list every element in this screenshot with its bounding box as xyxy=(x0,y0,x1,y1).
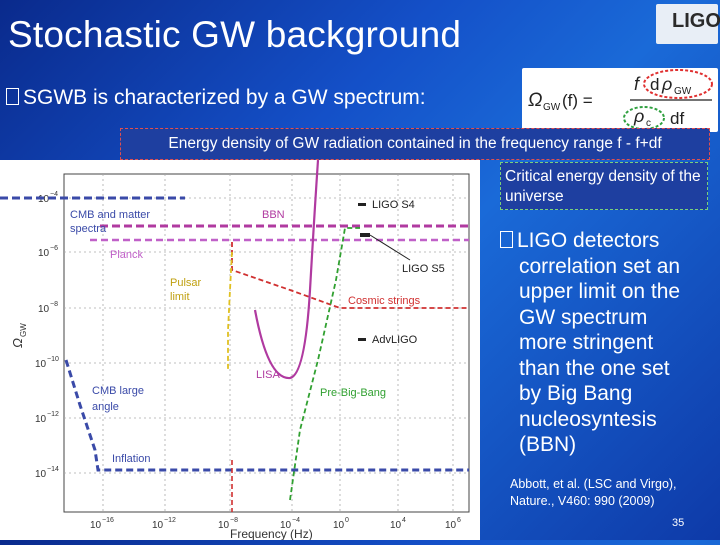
y-tick-base-2: 10 xyxy=(38,304,50,315)
y-tick-base-1: 10 xyxy=(38,248,50,259)
formula-num-f: f xyxy=(634,74,641,94)
label-pre-big-bang: Pre-Big-Bang xyxy=(320,387,386,399)
y-tick-exp-4: −12 xyxy=(47,411,59,418)
x-tick-base-1: 10 xyxy=(152,520,164,531)
x-tick-base-6: 10 xyxy=(445,520,457,531)
inflation-curve xyxy=(64,359,469,472)
x-axis-label: Frequency (Hz) xyxy=(230,527,313,540)
y-tick-base-3: 10 xyxy=(35,359,47,370)
ligo-s4-marker xyxy=(358,203,366,206)
label-planck: Planck xyxy=(110,249,144,261)
x-tick-base-3: 10 xyxy=(280,520,292,531)
ligo-bullet-line-5: by Big Bang xyxy=(519,382,633,405)
formula-box: Ω GW (f) = f d ρ GW ρ c df xyxy=(522,68,718,132)
x-tick-exp-1: −12 xyxy=(164,517,176,524)
lisa-curve xyxy=(253,159,320,380)
pulsar-limit-curve xyxy=(227,251,233,370)
formula-num-d: d xyxy=(650,75,659,94)
label-cmb-matter-1: CMB and matter xyxy=(70,209,150,221)
ligo-bullet: LIGO detectors correlation set an upper … xyxy=(500,228,710,458)
formula-green-circle xyxy=(623,106,665,130)
y-axis-label-sub: GW xyxy=(19,323,28,337)
x-tick-exp-6: 6 xyxy=(457,517,461,524)
citation-line-1: Abbott, et al. (LSC and Virgo), xyxy=(510,477,677,491)
formula-den-rho-sub: c xyxy=(646,118,651,129)
y-tick-exp-1: −6 xyxy=(50,245,58,252)
formula-den-rho: ρ xyxy=(633,106,644,126)
y-tick-labels: 10 −4 10 −6 10 −8 10 −10 10 −12 10 −14 xyxy=(35,191,59,480)
ligo-logo-text: LIGO xyxy=(672,10,720,32)
formula-arg: (f) = xyxy=(562,91,593,110)
x-tick-exp-5: 4 xyxy=(402,517,406,524)
ligo-bullet-line-4: than the one set xyxy=(519,356,670,380)
ligo-bullet-line-2: GW spectrum xyxy=(519,305,648,329)
formula-den-df: df xyxy=(670,109,684,128)
x-tick-exp-4: 0 xyxy=(345,517,349,524)
y-tick-exp-0: −4 xyxy=(50,191,58,198)
label-ligo-s4: LIGO S4 xyxy=(372,199,415,211)
x-tick-exp-0: −16 xyxy=(102,517,114,524)
y-tick-base-5: 10 xyxy=(35,469,47,480)
x-tick-exp-2: −8 xyxy=(230,517,238,524)
label-pulsar-2: limit xyxy=(170,291,190,303)
adv-ligo-marker xyxy=(358,338,366,341)
critical-density-callout: Critical energy density of the universe xyxy=(500,162,708,210)
plot-panel: 10 −4 10 −6 10 −8 10 −10 10 −12 10 −14 10 −16 1… xyxy=(0,159,480,541)
x-tick-base-2: 10 xyxy=(218,520,230,531)
formula-red-circle xyxy=(643,69,713,99)
formula-svg: Ω GW (f) = f d ρ GW ρ c df xyxy=(528,69,713,130)
x-tick-base-0: 10 xyxy=(90,520,102,531)
ligo-bullet-line-6: nucleosyntesis xyxy=(519,407,657,431)
intro-bullet: SGWB is characterized by a GW spectrum: xyxy=(6,86,426,110)
gw-spectrum-plot: 10 −4 10 −6 10 −8 10 −10 10 −12 10 −14 10 −16 1… xyxy=(0,159,470,541)
citation: Abbott, et al. (LSC and Virgo), Nature.,… xyxy=(510,476,710,510)
label-cmb-large-1: CMB large xyxy=(92,385,144,397)
ligo-s5-arrow xyxy=(369,234,411,261)
y-tick-exp-3: −10 xyxy=(47,356,59,363)
ligo-bullet-first-text: LIGO detectors xyxy=(517,229,660,252)
y-tick-base-4: 10 xyxy=(35,414,47,425)
label-ligo-s5: LIGO S5 xyxy=(402,263,445,275)
formula-num-rho-sub: GW xyxy=(674,86,692,97)
bullet-box-icon xyxy=(500,231,513,248)
plot-frame xyxy=(63,173,470,513)
ligo-logo xyxy=(656,4,718,44)
pre-big-bang-curve xyxy=(289,227,360,501)
label-cmb-large-2: angle xyxy=(92,401,119,413)
label-pulsar-1: Pulsar xyxy=(170,277,202,289)
formula-lhs-sub: GW xyxy=(543,102,561,113)
formula-num-rho: ρ xyxy=(661,74,672,94)
label-adv-ligo: AdvLIGO xyxy=(372,334,418,346)
label-bbn: BBN xyxy=(262,209,285,221)
plot-grid xyxy=(64,174,469,512)
ligo-bullet-first: LIGO detectors xyxy=(500,229,659,252)
y-tick-exp-5: −14 xyxy=(47,466,59,473)
curve-labels: CMB and matter spectra BBN LIGO S4 Planc… xyxy=(70,199,445,465)
bullet-box-icon xyxy=(6,88,19,105)
x-tick-exp-3: −4 xyxy=(292,517,300,524)
x-tick-labels: 10 −16 10 −12 10 −8 10 −4 10 0 10 4 10 6 xyxy=(90,517,461,531)
label-inflation: Inflation xyxy=(112,453,151,465)
formula-lhs: Ω xyxy=(528,90,542,111)
y-axis-label-omega: Ω xyxy=(10,338,25,348)
x-tick-base-5: 10 xyxy=(390,520,402,531)
slide-title: Stochastic GW background xyxy=(8,14,462,55)
label-cmb-matter-2: spectra xyxy=(70,223,107,235)
ligo-bullet-line-3: more stringent xyxy=(519,331,654,354)
ligo-bullet-line-7: (BBN) xyxy=(519,433,577,456)
ligo-s5-marker xyxy=(360,233,370,237)
ligo-bullet-line-0: correlation set an xyxy=(519,254,681,278)
label-cosmic-strings: Cosmic strings xyxy=(348,295,421,307)
energy-density-callout: Energy density of GW radiation contained… xyxy=(120,128,710,160)
y-axis-label: Ω GW xyxy=(10,323,28,348)
y-tick-exp-2: −8 xyxy=(50,301,58,308)
x-tick-base-4: 10 xyxy=(333,520,345,531)
label-lisa: LISA xyxy=(256,369,281,381)
ligo-bullet-line-1: upper limit on the xyxy=(519,280,681,303)
page-number: 35 xyxy=(672,517,685,529)
intro-bullet-text: SGWB is characterized by a GW spectrum: xyxy=(23,86,426,109)
citation-line-2: Nature., V460: 990 (2009) xyxy=(510,494,655,508)
